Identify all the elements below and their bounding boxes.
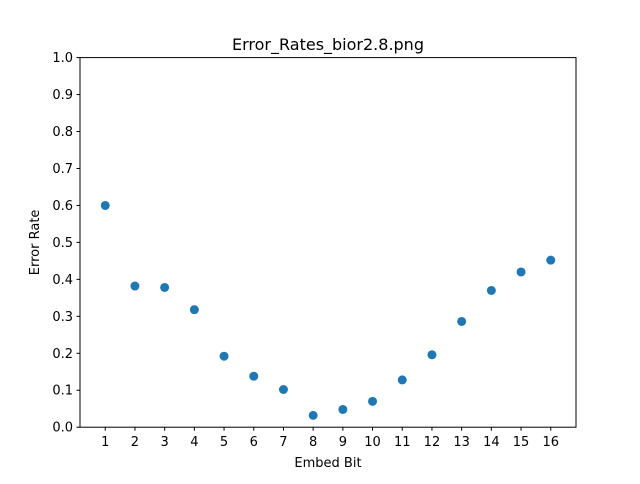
y-tick-label: 0.3 <box>52 310 73 325</box>
x-axis-ticks: 1 2 3 4 5 6 7 8 9 10 11 12 13 14 15 16 <box>101 427 559 450</box>
data-point <box>546 255 556 265</box>
data-point <box>278 385 288 395</box>
y-tick-label: 1.0 <box>52 51 73 66</box>
data-point <box>368 396 378 406</box>
x-tick-label: 3 <box>161 435 169 450</box>
data-points <box>100 200 556 420</box>
data-point <box>100 200 110 210</box>
y-tick-label: 0.5 <box>52 236 73 251</box>
x-tick-label: 8 <box>309 435 317 450</box>
x-tick-label: 10 <box>364 435 381 450</box>
y-tick-label: 0.6 <box>52 199 73 214</box>
x-tick-label: 5 <box>220 435 228 450</box>
data-point <box>249 371 259 381</box>
x-tick-label: 2 <box>131 435 139 450</box>
y-tick-label: 0.0 <box>52 421 73 436</box>
x-tick-label: 9 <box>339 435 347 450</box>
x-tick-label: 7 <box>279 435 287 450</box>
y-tick-label: 0.4 <box>52 273 73 288</box>
y-axis-ticks: 0.0 0.1 0.2 0.3 0.4 0.5 0.6 0.7 0.8 0.9 1.0 <box>52 51 80 436</box>
data-point <box>397 375 407 385</box>
y-tick-label: 0.7 <box>52 162 73 177</box>
plot-area <box>80 57 576 428</box>
data-point <box>189 305 199 315</box>
y-axis-label: Error Rate <box>28 210 43 276</box>
data-point <box>516 267 526 277</box>
data-point <box>457 316 467 326</box>
x-axis-label: Embed Bit <box>294 456 361 471</box>
chart-title: Error_Rates_bior2.8.png <box>232 35 424 55</box>
plot-frame <box>79 57 577 428</box>
y-tick-label: 0.2 <box>52 347 73 362</box>
data-point <box>308 410 318 420</box>
x-tick-label: 15 <box>513 435 530 450</box>
y-tick-label: 0.9 <box>52 88 73 103</box>
x-tick-label: 13 <box>453 435 470 450</box>
x-tick-label: 14 <box>483 435 500 450</box>
x-tick-label: 11 <box>394 435 411 450</box>
data-point <box>130 281 140 291</box>
data-point <box>486 285 496 295</box>
x-tick-label: 6 <box>250 435 258 450</box>
x-tick-label: 12 <box>424 435 441 450</box>
x-tick-label: 16 <box>542 435 559 450</box>
x-tick-label: 1 <box>101 435 109 450</box>
y-tick-label: 0.8 <box>52 125 73 140</box>
data-point <box>338 404 348 414</box>
data-point <box>427 350 437 360</box>
data-point <box>160 282 170 292</box>
y-tick-label: 0.1 <box>52 384 73 399</box>
x-tick-label: 4 <box>190 435 198 450</box>
data-point <box>219 351 229 361</box>
